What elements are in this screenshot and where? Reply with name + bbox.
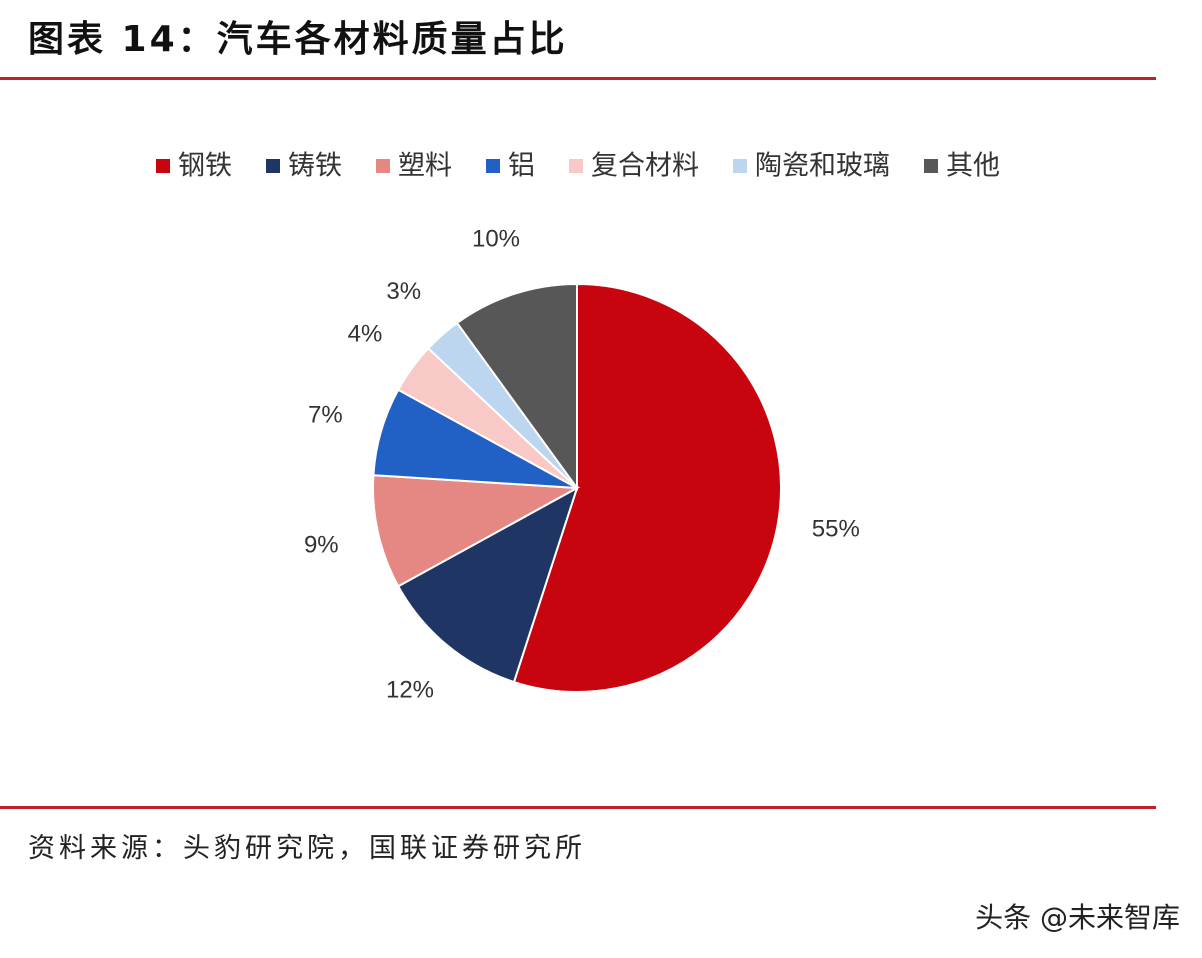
legend-label: 铸铁 xyxy=(288,151,342,182)
slice-value-label: 10% xyxy=(472,225,520,252)
pie-slice-3 xyxy=(372,474,581,588)
legend-label: 陶瓷和玻璃 xyxy=(755,151,890,182)
legend-swatch xyxy=(266,159,280,173)
legend-swatch xyxy=(924,159,938,173)
legend-swatch xyxy=(733,159,747,173)
watermark: 头条 @未来智库 xyxy=(975,901,1180,934)
legend-item: 铝 xyxy=(486,151,535,182)
legend-swatch xyxy=(376,159,390,173)
legend-label: 塑料 xyxy=(398,151,452,182)
pie-slice-1 xyxy=(512,282,782,693)
legend-item: 铸铁 xyxy=(266,151,342,182)
legend-item: 复合材料 xyxy=(569,151,699,182)
legend-item: 陶瓷和玻璃 xyxy=(733,151,890,182)
legend-item: 钢铁 xyxy=(156,151,232,182)
pie-slices xyxy=(372,282,782,693)
source-note: 资料来源：头豹研究院，国联证券研究所 xyxy=(28,833,586,864)
legend-item: 塑料 xyxy=(376,151,452,182)
slice-value-label: 4% xyxy=(348,321,383,348)
pie-slice-7 xyxy=(455,282,578,492)
slice-value-label: 3% xyxy=(386,278,421,305)
pie-chart: 钢铁 铸铁 塑料 铝 复合材料 陶瓷和玻璃 其他 55% 12% 9% 7% 4%3% 10% xyxy=(156,151,1000,703)
legend-item: 其他 xyxy=(924,151,1000,182)
slice-value-label: 7% xyxy=(308,401,343,428)
pie-slice-2 xyxy=(396,485,579,684)
legend-label: 其他 xyxy=(946,151,1000,182)
slice-value-label: 12% xyxy=(386,676,434,703)
legend-label: 钢铁 xyxy=(178,151,232,182)
legend-label: 铝 xyxy=(508,151,535,182)
slice-value-label: 9% xyxy=(304,532,339,559)
pie-value-labels: 55% 12% 9% 7% 4%3% 10% xyxy=(304,225,860,703)
figure-title: 图表 14：汽车各材料质量占比 xyxy=(28,19,568,60)
slice-value-label: 55% xyxy=(812,516,860,543)
legend-label: 复合材料 xyxy=(591,151,699,182)
bottom-divider xyxy=(0,806,1156,809)
legend-swatch xyxy=(569,159,583,173)
legend-swatch xyxy=(156,159,170,173)
top-divider xyxy=(0,77,1156,80)
chart-legend: 钢铁 铸铁 塑料 铝 复合材料 陶瓷和玻璃 其他 xyxy=(156,151,1000,182)
legend-swatch xyxy=(486,159,500,173)
